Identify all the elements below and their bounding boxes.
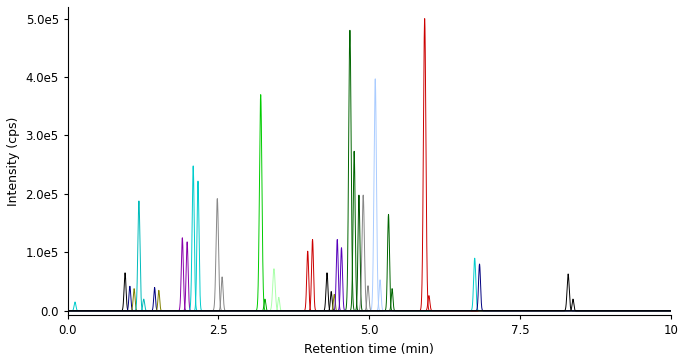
- X-axis label: Retention time (min): Retention time (min): [304, 343, 434, 356]
- Y-axis label: Intensity (cps): Intensity (cps): [7, 117, 20, 206]
